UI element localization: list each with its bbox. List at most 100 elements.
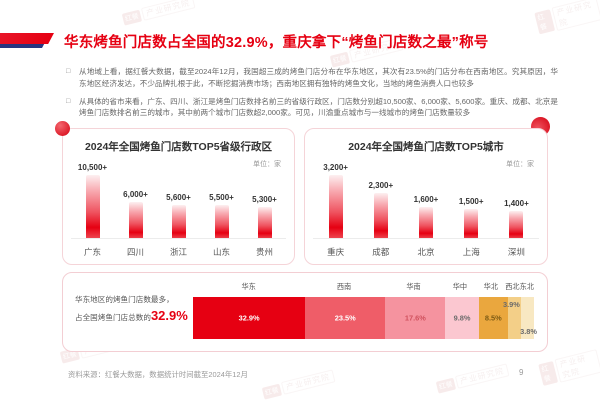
segment-percent-label: 23.5% xyxy=(334,313,356,323)
bar-value-label: 10,500+ xyxy=(77,163,108,172)
bar xyxy=(509,211,524,239)
category-label: 广东 xyxy=(83,247,101,257)
bar-value-label: 1,400+ xyxy=(504,199,529,208)
square-bullet-icon: □ xyxy=(66,97,71,105)
category-label: 北京 xyxy=(417,247,435,257)
bar-value-label: 2,300+ xyxy=(368,181,394,190)
summary-bullets: □ 从地域上看，据红餐大数据，截至2024年12月，我国超三成的烤鱼门店分布在华… xyxy=(66,66,558,125)
bar-value-label: 1,500+ xyxy=(458,197,484,206)
x-axis-line xyxy=(71,238,286,239)
bar xyxy=(214,205,229,239)
region-segment: 23.5% xyxy=(305,297,386,339)
segment-percent-label: 3.8% xyxy=(520,327,537,336)
category-label: 四川 xyxy=(126,247,144,257)
bullet-text: 从具体的省市来看，广东、四川、浙江是烤鱼门店数排名前三的省级行政区，门店数分别超… xyxy=(79,96,558,118)
region-segment: 9.8% xyxy=(445,297,479,339)
red-ball-decoration-icon xyxy=(55,121,70,136)
segment-percent-label: 9.8% xyxy=(453,313,471,323)
region-segment: 3.8% xyxy=(520,297,537,339)
brand-logo-icon: 红餐 xyxy=(261,383,283,400)
bar xyxy=(328,175,343,239)
region-segment: 3.9% xyxy=(503,297,522,339)
bar-value-label: 1,600+ xyxy=(413,195,439,204)
bar-column: 2,300+ xyxy=(358,181,403,239)
region-segment: 17.6% xyxy=(385,297,446,339)
category-label: 浙江 xyxy=(169,247,187,257)
bar-value-label: 5,600+ xyxy=(166,193,191,202)
region-header-labels: 华东 西南 华南 华中 华北 西北 东北 xyxy=(193,282,534,292)
x-axis-line xyxy=(313,238,539,239)
category-label: 上海 xyxy=(462,247,480,257)
bar-column: 1,400+ xyxy=(494,199,539,239)
bar-value-label: 6,000+ xyxy=(123,190,148,199)
page-title: 华东烤鱼门店数占全国的32.9%，重庆拿下“烤鱼门店数之最”称号 xyxy=(64,35,489,51)
bar xyxy=(464,209,479,239)
bar-value-label: 5,300+ xyxy=(252,195,277,204)
bar-area: 10,500+ 6,000+ 5,600+ 5,500+ 5,300+ xyxy=(71,159,286,239)
region-label: 华南 xyxy=(406,282,421,291)
bar-column: 3,200+ xyxy=(313,163,358,239)
stacked-bar: 32.9% 23.5% 17.6% 9.8% 8.5% 3.9% 3.8% xyxy=(193,297,537,339)
region-label: 东北 xyxy=(519,282,535,291)
bar xyxy=(171,205,186,239)
bullet-item: □ 从地域上看，据红餐大数据，截至2024年12月，我国超三成的烤鱼门店分布在华… xyxy=(66,66,558,90)
bar xyxy=(128,202,143,239)
bar-column: 1,500+ xyxy=(449,197,494,239)
page-number: 9 xyxy=(519,368,524,377)
chart-card-cities: 2024年全国烤鱼门店数TOP5城市 单位：家 3,200+ 2,300+ 1,60… xyxy=(304,128,548,265)
category-label: 成都 xyxy=(372,247,390,257)
bar xyxy=(85,175,100,239)
bar xyxy=(373,193,388,239)
note-line2: 占全国烤鱼门店总数的 xyxy=(75,313,151,323)
brand-logo-icon: 红餐 xyxy=(538,360,559,386)
bullet-text: 从地域上看，据红餐大数据，截至2024年12月，我国超三成的烤鱼门店分布在华东地… xyxy=(79,67,558,88)
watermark-stamp: 红餐产业研究院 xyxy=(435,363,510,394)
watermark-stamp: 红餐产业研究院 xyxy=(538,349,600,387)
title-flag-icon xyxy=(0,33,54,48)
bar-column: 10,500+ xyxy=(71,163,114,239)
watermark-stamp: 红餐产业研究院 xyxy=(261,369,336,400)
bar-column: 5,600+ xyxy=(157,193,200,239)
note-highlight: 32.9% xyxy=(150,308,188,324)
chart-title: 2024年全国烤鱼门店数TOP5城市 xyxy=(348,141,504,153)
bar-column: 5,500+ xyxy=(200,193,243,239)
category-labels: 广东 四川 浙江 山东 贵州 xyxy=(71,246,286,258)
chart-card-provinces: 2024年全国烤鱼门店数TOP5省级行政区 单位：家 10,500+ 6,000+… xyxy=(62,128,295,265)
brand-logo-icon: 红餐 xyxy=(121,9,143,26)
bar-column: 1,600+ xyxy=(403,195,448,239)
watermark-stamp: 红餐产业研究院 xyxy=(121,0,196,26)
category-label: 重庆 xyxy=(327,247,345,257)
bar-column: 6,000+ xyxy=(114,190,157,239)
bar xyxy=(419,207,433,239)
bar xyxy=(257,207,272,239)
unit-label: 单位：家 xyxy=(506,161,534,168)
bar-column: 5,300+ xyxy=(243,195,286,239)
region-distribution-card: 华东地区的烤鱼门店数最多， 占全国烤鱼门店总数的32.9% 华东 西南 华南 华中 华北… xyxy=(62,272,548,352)
bar-value-label: 3,200+ xyxy=(323,163,348,172)
segment-percent-label: 32.9% xyxy=(238,313,260,323)
region-label: 华中 xyxy=(452,282,468,291)
region-label: 华东 xyxy=(241,282,256,291)
chart-title: 2024年全国烤鱼门店数TOP5省级行政区 xyxy=(84,141,273,153)
note-line1: 华东地区的烤鱼门店数最多， xyxy=(75,295,174,304)
bar-area: 3,200+ 2,300+ 1,600+ 1,500+ 1,400+ xyxy=(313,159,539,239)
category-label: 深圳 xyxy=(507,247,525,257)
region-segment: 32.9% xyxy=(193,297,306,339)
segment-percent-label: 17.6% xyxy=(404,313,426,323)
segment-percent-label: 3.9% xyxy=(502,300,520,309)
region-segment: 8.5% xyxy=(478,297,508,339)
brand-logo-icon: 红餐 xyxy=(435,377,457,394)
unit-label: 单位：家 xyxy=(253,161,281,168)
region-label: 西北 xyxy=(505,282,520,291)
category-label: 贵州 xyxy=(255,247,273,257)
bar-value-label: 5,500+ xyxy=(209,193,234,202)
category-label: 山东 xyxy=(212,247,230,257)
region-label: 华北 xyxy=(483,282,499,291)
square-bullet-icon: □ xyxy=(66,68,71,75)
data-source-note: 资料来源：红餐大数据，数据统计时间截至2024年12月 xyxy=(68,370,248,379)
segment-percent-label: 8.5% xyxy=(484,313,502,323)
brand-logo-icon: 红餐 xyxy=(329,51,351,68)
category-labels: 重庆 成都 北京 上海 深圳 xyxy=(313,246,539,258)
region-note: 华东地区的烤鱼门店数最多， 占全国烤鱼门店总数的32.9% xyxy=(75,294,197,327)
